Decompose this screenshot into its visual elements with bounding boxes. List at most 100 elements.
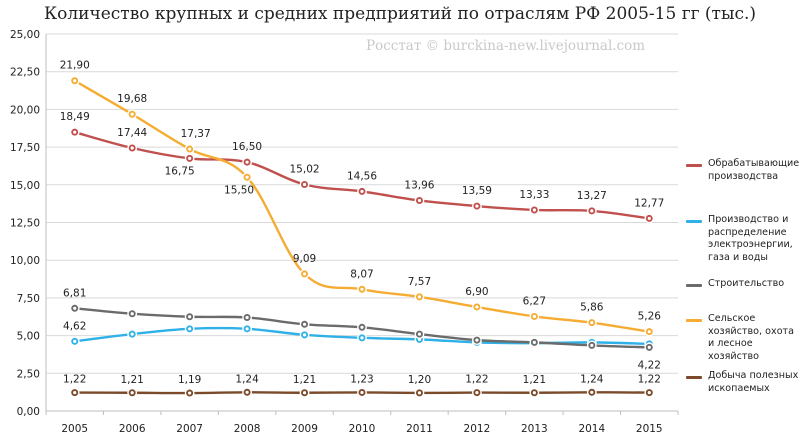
data-point-center (302, 322, 307, 326)
data-label: 13,96 (404, 179, 434, 191)
data-point-center (532, 314, 536, 319)
data-point-center (590, 209, 594, 213)
x-tick-label: 2012 (464, 423, 491, 435)
x-tick-label: 2008 (234, 423, 261, 435)
data-label: 6,81 (63, 287, 86, 299)
data-label: 5,26 (638, 311, 662, 323)
legend-item-construction: Строительство (686, 278, 800, 291)
y-tick-label: 22,50 (10, 67, 40, 79)
y-tick-label: 15,00 (10, 180, 40, 192)
y-tick-label: 10,00 (10, 255, 40, 267)
data-label: 9,09 (293, 253, 316, 265)
legend-label: Добыча полезных ископаемых (708, 370, 799, 394)
legend-swatch (686, 164, 702, 167)
data-label: 18,49 (60, 111, 90, 123)
data-point-center (188, 156, 192, 161)
data-label: 16,75 (165, 165, 195, 177)
data-label: 1,19 (178, 374, 201, 386)
data-point-center (188, 391, 192, 395)
data-label: 16,50 (232, 141, 262, 153)
data-point-center (590, 321, 594, 325)
data-point-center (73, 391, 77, 395)
data-point-center (360, 325, 364, 329)
data-point-center (302, 182, 307, 187)
data-point-center (130, 332, 134, 336)
data-point-center (532, 391, 536, 395)
data-label: 4,22 (638, 359, 661, 371)
data-label: 6,90 (465, 286, 488, 298)
x-tick-label: 2011 (406, 423, 433, 435)
data-label: 6,27 (523, 295, 546, 307)
data-label: 1,21 (293, 374, 316, 386)
data-point-center (475, 204, 479, 208)
y-tick-label: 0,00 (17, 406, 40, 418)
data-point-center (647, 330, 651, 334)
data-label: 5,86 (580, 302, 604, 314)
data-label: 13,27 (577, 190, 607, 202)
data-point-center (245, 315, 249, 320)
data-point-center (417, 198, 422, 203)
legend-swatch (686, 220, 702, 223)
data-label: 13,59 (462, 185, 492, 197)
data-label: 12,77 (634, 197, 664, 209)
data-point-center (245, 327, 249, 331)
data-label: 4,62 (63, 320, 86, 332)
data-label: 14,56 (347, 170, 377, 182)
data-label: 1,21 (120, 374, 143, 386)
data-point-center (130, 146, 134, 150)
x-tick-label: 2007 (176, 423, 203, 435)
data-point-center (647, 345, 651, 349)
legend-label: Строительство (708, 278, 785, 289)
data-point-center (73, 79, 77, 83)
y-tick-label: 7,50 (17, 293, 40, 305)
data-label: 1,22 (638, 374, 661, 386)
data-point-center (73, 130, 77, 134)
data-label: 7,57 (408, 276, 431, 288)
data-label: 15,02 (290, 163, 320, 175)
data-label: 1,23 (350, 373, 373, 385)
data-label: 17,44 (117, 127, 147, 139)
data-point-center (130, 112, 134, 116)
legend-item-mining: Добыча полезных ископаемых (686, 370, 800, 395)
data-label: 8,07 (350, 268, 373, 280)
legend-item-agriculture: Сельское хозяйство, охота и лесное хозяй… (686, 313, 800, 363)
data-label: 1,22 (465, 374, 488, 386)
data-label: 1,22 (63, 374, 86, 386)
y-tick-label: 20,00 (10, 104, 40, 116)
data-label: 17,37 (181, 128, 211, 140)
data-label: 1,24 (235, 373, 259, 385)
data-point-center (73, 339, 77, 343)
data-label: 1,21 (523, 374, 546, 386)
legend-swatch (686, 319, 702, 322)
data-label: 19,68 (117, 93, 147, 105)
legend-label: Сельское хозяйство, охота и лесное хозяй… (708, 313, 795, 362)
data-label: 1,24 (580, 373, 604, 385)
data-point-center (417, 332, 422, 336)
data-label: 1,20 (408, 374, 431, 386)
data-point-center (360, 189, 364, 194)
data-label: 15,50 (224, 184, 254, 196)
data-point-center (590, 343, 594, 348)
data-point-center (245, 160, 249, 164)
y-tick-label: 12,50 (10, 218, 40, 230)
data-point-center (188, 327, 192, 331)
data-point-center (130, 312, 134, 316)
data-point-center (532, 340, 536, 344)
x-tick-label: 2005 (61, 423, 88, 435)
x-tick-label: 2006 (119, 423, 146, 435)
legend-label: Производство и распределение электроэнер… (708, 214, 793, 263)
data-point-center (188, 315, 192, 319)
data-point-center (475, 391, 479, 395)
y-tick-label: 5,00 (17, 331, 40, 343)
legend-swatch (686, 376, 702, 379)
x-tick-label: 2010 (349, 423, 376, 435)
x-tick-label: 2015 (636, 423, 663, 435)
legend-swatch (686, 284, 702, 287)
data-point-center (532, 208, 536, 212)
x-tick-label: 2014 (578, 423, 605, 435)
data-point-center (590, 390, 594, 394)
data-point-center (302, 333, 307, 337)
data-point-center (417, 295, 422, 299)
chart-title: Количество крупных и средних предприятий… (43, 4, 757, 24)
legend-label: Обрабатывающие производства (708, 158, 800, 182)
